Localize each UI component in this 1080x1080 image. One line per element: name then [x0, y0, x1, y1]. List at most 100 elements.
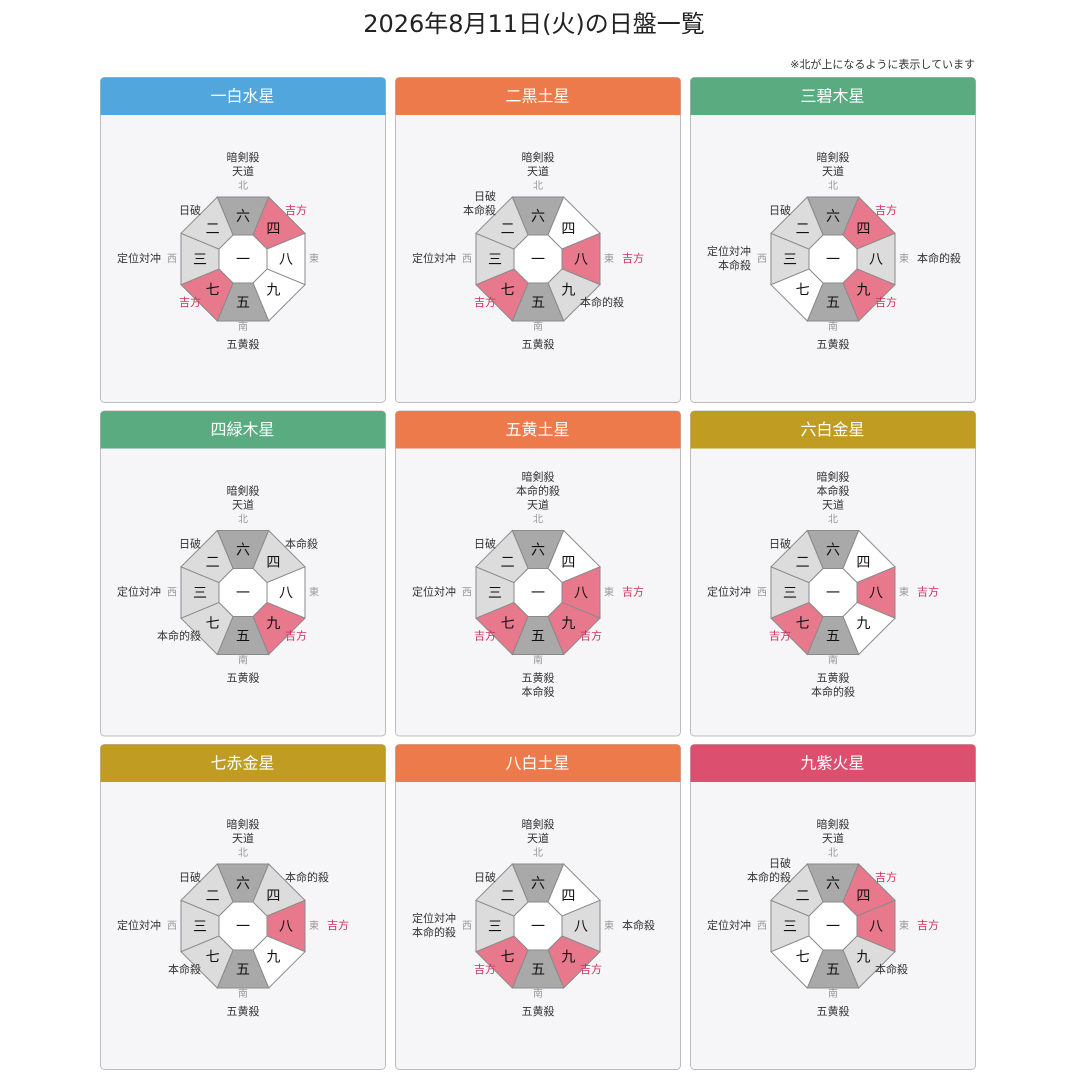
- sector-number: 六: [826, 209, 840, 225]
- compass-label: 西: [462, 921, 472, 932]
- sector-number: 三: [193, 919, 207, 935]
- center-cell: [808, 234, 858, 284]
- direction-label: 定位対冲: [707, 585, 751, 599]
- center-cell: [513, 234, 563, 284]
- card-header: [100, 77, 386, 115]
- compass-label: 西: [757, 588, 767, 599]
- note: ※北が上になるように表示しています: [790, 57, 975, 71]
- direction-label: 吉方: [875, 203, 897, 217]
- direction-label: 定位対冲: [412, 251, 456, 265]
- sector-number: 三: [488, 919, 502, 935]
- direction-label: 本命殺: [718, 258, 751, 272]
- sector-number: 五: [236, 295, 250, 311]
- compass-label: 東: [309, 252, 319, 265]
- direction-label: 吉方: [769, 629, 791, 643]
- sector-number: 二: [501, 555, 515, 571]
- sector-number: 六: [236, 543, 250, 559]
- direction-label: 本命的殺: [747, 870, 791, 884]
- direction-label: 本命殺: [285, 537, 318, 551]
- sector-number: 七: [796, 282, 810, 298]
- direction-label: 天道: [822, 831, 844, 845]
- direction-label: 本命殺: [168, 962, 201, 976]
- direction-label: 吉方: [285, 203, 307, 217]
- direction-label: 本命殺: [522, 685, 555, 699]
- sector-number: 九: [561, 949, 575, 965]
- direction-label: 日破: [474, 189, 496, 203]
- sector-number: 四: [561, 555, 575, 571]
- sector-number: 九: [266, 282, 280, 298]
- sector-number: 四: [856, 555, 870, 571]
- sector-number: 七: [501, 949, 515, 965]
- direction-label: 定位対冲: [117, 251, 161, 265]
- sector-number: 八: [574, 919, 588, 935]
- sector-number: 六: [531, 543, 545, 559]
- direction-label: 吉方: [580, 629, 602, 643]
- compass-label: 東: [309, 919, 319, 932]
- compass-label: 南: [238, 987, 248, 1000]
- sector-number: 八: [279, 919, 293, 935]
- sector-number: 八: [574, 586, 588, 602]
- card-title: 九紫火星: [800, 754, 864, 773]
- direction-label: 暗剣殺: [817, 150, 850, 164]
- star-card: 三碧木星六北暗剣殺天道四吉方八東本命的殺九吉方五南五黄殺七三西定位対冲本命殺二日…: [690, 77, 976, 403]
- direction-label: 吉方: [917, 918, 939, 932]
- sector-number: 六: [236, 876, 250, 892]
- sector-number: 三: [193, 252, 207, 268]
- compass-label: 東: [604, 252, 614, 265]
- center-cell: [808, 568, 858, 617]
- compass-label: 東: [899, 919, 909, 932]
- sector-number: 六: [826, 543, 840, 559]
- sector-number: 三: [783, 919, 797, 935]
- direction-label: 日破: [179, 870, 201, 884]
- direction-label: 定位対冲: [707, 244, 751, 258]
- sector-number: 四: [266, 889, 280, 905]
- sector-number: 七: [206, 616, 220, 632]
- compass-label: 北: [533, 514, 543, 526]
- direction-label: 吉方: [917, 585, 939, 599]
- center-number: 一: [531, 586, 545, 602]
- sector-number: 七: [501, 616, 515, 632]
- sector-number: 六: [826, 876, 840, 892]
- compass-label: 西: [167, 588, 177, 599]
- sector-number: 九: [856, 949, 870, 965]
- compass-label: 西: [462, 254, 472, 265]
- direction-label: 暗剣殺: [522, 817, 555, 831]
- sector-number: 三: [193, 586, 207, 602]
- direction-label: 定位対冲: [412, 585, 456, 599]
- direction-label: 本命的殺: [285, 870, 329, 884]
- direction-label: 吉方: [875, 870, 897, 884]
- compass-label: 南: [828, 987, 838, 1000]
- card-title: 一白水星: [210, 87, 274, 106]
- card-header: [690, 77, 976, 115]
- direction-label: 本命的殺: [412, 925, 456, 939]
- compass-label: 南: [238, 654, 248, 667]
- card-header: [690, 411, 976, 449]
- center-number: 一: [236, 919, 250, 935]
- direction-label: 暗剣殺: [227, 817, 260, 831]
- direction-label: 暗剣殺: [227, 484, 260, 498]
- compass-label: 西: [167, 254, 177, 265]
- direction-label: 吉方: [875, 295, 897, 309]
- compass-label: 西: [757, 254, 767, 265]
- sector-number: 七: [501, 282, 515, 298]
- direction-label: 天道: [822, 498, 844, 512]
- direction-label: 五黄殺: [817, 671, 850, 685]
- page-title: 2026年8月11日(火)の日盤一覧: [363, 10, 705, 38]
- compass-label: 西: [167, 921, 177, 932]
- sector-number: 八: [279, 252, 293, 268]
- sector-number: 七: [206, 949, 220, 965]
- compass-label: 南: [533, 654, 543, 667]
- card-title: 三碧木星: [800, 87, 864, 106]
- sector-number: 八: [869, 586, 883, 602]
- sector-number: 二: [501, 889, 515, 905]
- star-card: 六白金星六北暗剣殺本命殺天道四八東吉方九五南五黄殺本命的殺七吉方三西定位対冲二日…: [690, 410, 976, 737]
- center-cell: [808, 901, 858, 951]
- direction-label: 日破: [769, 537, 791, 551]
- direction-label: 日破: [474, 870, 496, 884]
- direction-label: 日破: [769, 203, 791, 217]
- direction-label: 定位対冲: [707, 918, 751, 932]
- sector-number: 八: [279, 586, 293, 602]
- center-number: 一: [531, 252, 545, 268]
- direction-label: 暗剣殺: [227, 150, 260, 164]
